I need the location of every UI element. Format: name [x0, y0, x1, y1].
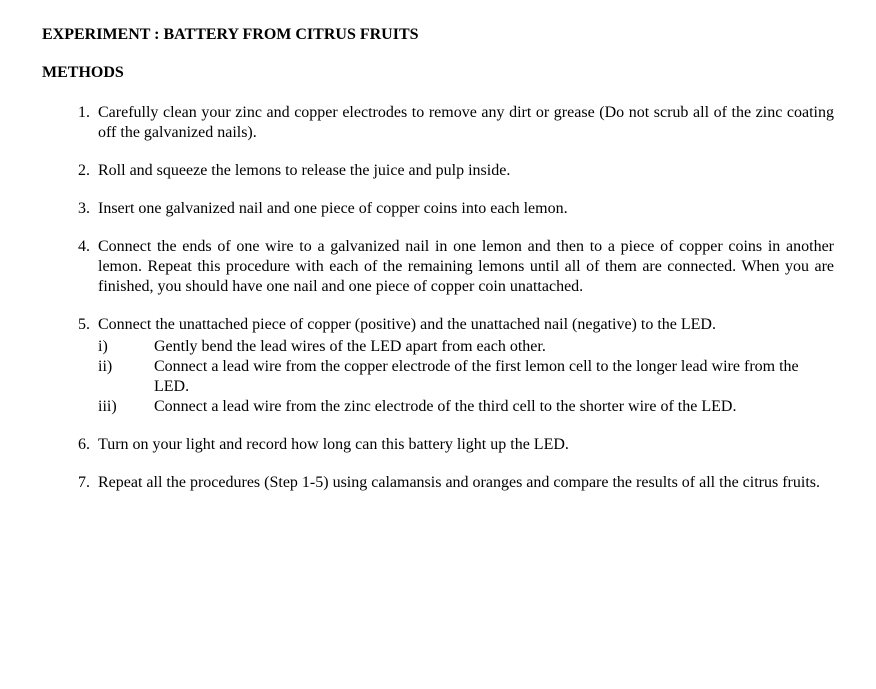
document-page: EXPERIMENT : BATTERY FROM CITRUS FRUITS …: [0, 0, 876, 689]
step-text: Repeat all the procedures (Step 1-5) usi…: [98, 473, 834, 493]
method-step: Roll and squeeze the lemons to release t…: [94, 161, 834, 181]
step-lead-text: Connect the unattached piece of copper (…: [98, 315, 834, 335]
method-step: Insert one galvanized nail and one piece…: [94, 199, 834, 219]
sub-step: iii) Connect a lead wire from the zinc e…: [98, 397, 834, 417]
sub-step-text: Gently bend the lead wires of the LED ap…: [154, 337, 834, 357]
sub-step-text: Connect a lead wire from the zinc electr…: [154, 397, 834, 417]
step-text: Connect the ends of one wire to a galvan…: [98, 237, 834, 297]
experiment-title: EXPERIMENT : BATTERY FROM CITRUS FRUITS: [42, 25, 834, 45]
step-text: Turn on your light and record how long c…: [98, 435, 834, 455]
sub-step-label: ii): [98, 357, 154, 377]
sub-step-text: Connect a lead wire from the copper elec…: [154, 357, 834, 397]
method-step: Turn on your light and record how long c…: [94, 435, 834, 455]
sub-step-label: iii): [98, 397, 154, 417]
method-step: Repeat all the procedures (Step 1-5) usi…: [94, 473, 834, 493]
method-step: Connect the unattached piece of copper (…: [94, 315, 834, 417]
step-text: Carefully clean your zinc and copper ele…: [98, 103, 834, 143]
sub-steps: i) Gently bend the lead wires of the LED…: [98, 337, 834, 417]
method-step: Connect the ends of one wire to a galvan…: [94, 237, 834, 297]
step-text: Roll and squeeze the lemons to release t…: [98, 161, 834, 181]
methods-heading: METHODS: [42, 63, 834, 83]
sub-step: i) Gently bend the lead wires of the LED…: [98, 337, 834, 357]
step-text: Insert one galvanized nail and one piece…: [98, 199, 834, 219]
method-step: Carefully clean your zinc and copper ele…: [94, 103, 834, 143]
methods-list: Carefully clean your zinc and copper ele…: [42, 103, 834, 493]
sub-step-label: i): [98, 337, 154, 357]
sub-step: ii) Connect a lead wire from the copper …: [98, 357, 834, 397]
